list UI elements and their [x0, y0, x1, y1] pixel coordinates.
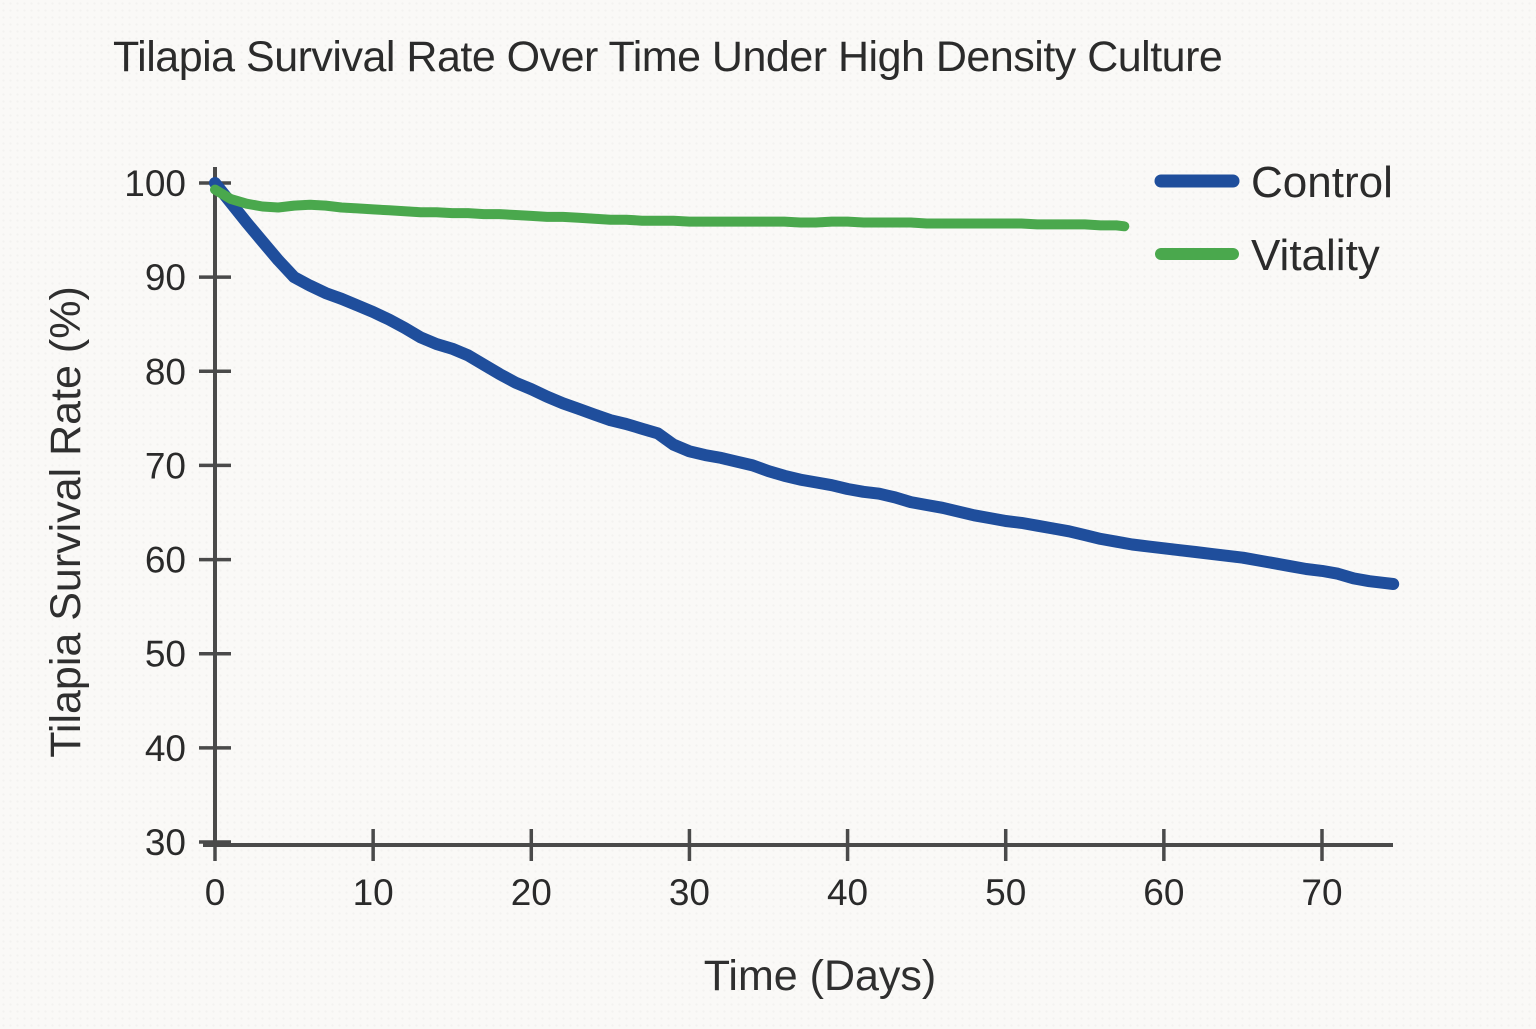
x-tick-marks — [213, 829, 1324, 861]
y-tick-label-40: 40 — [145, 728, 186, 769]
x-axis-title: Time (Days) — [704, 952, 937, 1000]
series-line-control — [209, 177, 1400, 590]
x-tick-labels: 0 10 20 30 40 50 60 70 — [205, 872, 1343, 913]
x-tick-label-30: 30 — [669, 872, 710, 913]
x-tick-label-40: 40 — [827, 872, 868, 913]
y-tick-labels: 30 40 50 60 70 80 90 100 — [124, 163, 186, 863]
data-series — [209, 177, 1400, 590]
x-tick-label-20: 20 — [511, 872, 552, 913]
x-tick-label-60: 60 — [1143, 872, 1184, 913]
y-tick-label-50: 50 — [145, 634, 186, 675]
y-tick-label-100: 100 — [124, 163, 186, 204]
series-line-vitality — [210, 184, 1130, 232]
x-tick-label-0: 0 — [205, 872, 226, 913]
x-tick-label-70: 70 — [1301, 872, 1342, 913]
axes — [203, 167, 1393, 847]
chart-title: Tilapia Survival Rate Over Time Under Hi… — [113, 33, 1222, 81]
y-tick-label-80: 80 — [145, 351, 186, 392]
y-tick-label-30: 30 — [145, 822, 186, 863]
y-tick-label-60: 60 — [145, 540, 186, 581]
y-tick-label-70: 70 — [145, 445, 186, 486]
y-axis-title: Tilapia Survival Rate (%) — [42, 286, 90, 758]
legend-control-label: Control — [1251, 158, 1393, 207]
legend: Control Vitality — [1154, 158, 1393, 280]
x-tick-label-50: 50 — [985, 872, 1026, 913]
y-tick-label-90: 90 — [145, 257, 186, 298]
x-tick-label-10: 10 — [353, 872, 394, 913]
legend-vitality-label: Vitality — [1251, 231, 1380, 280]
